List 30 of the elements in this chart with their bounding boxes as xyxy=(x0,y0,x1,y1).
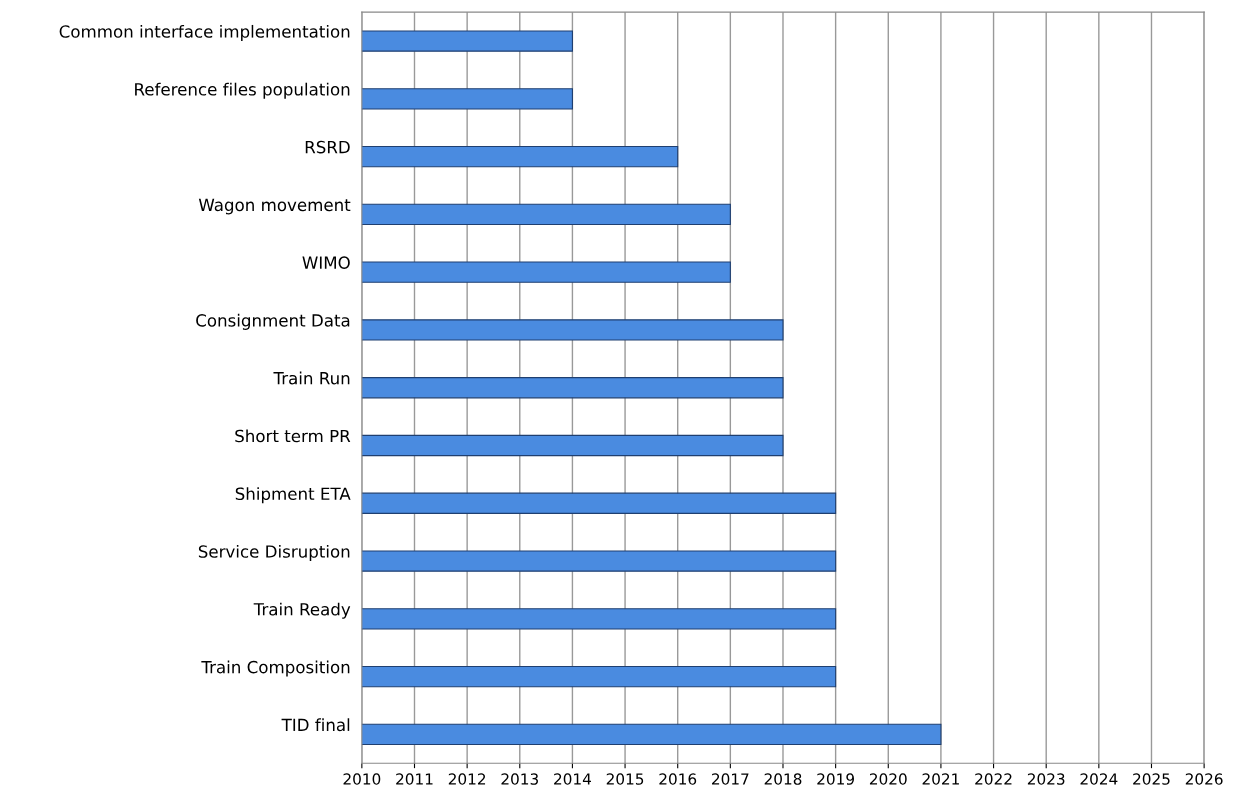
y-tick-label: Consignment Data xyxy=(196,313,350,330)
x-tick-label: 2023 xyxy=(1027,773,1065,785)
x-tick-label: 2020 xyxy=(869,773,907,785)
y-tick-label: Train Composition xyxy=(201,660,350,677)
x-tick-label: 2019 xyxy=(817,773,854,785)
x-tick-label: 2012 xyxy=(448,773,486,785)
x-tick-label: 2015 xyxy=(606,773,644,785)
y-tick-label: Train Ready xyxy=(253,602,351,619)
y-tick-label: Service Disruption xyxy=(198,544,350,562)
x-tick-label: 2026 xyxy=(1185,773,1223,785)
x-tick-label: 2022 xyxy=(975,773,1012,785)
y-tick-label: Shipment ETA xyxy=(235,487,351,504)
x-tick-label: 2017 xyxy=(712,773,749,785)
y-tick-label: Common interface implementation xyxy=(59,24,350,42)
x-tick-label: 2013 xyxy=(501,773,538,785)
x-tick-label: 2016 xyxy=(659,773,697,785)
x-tick-label: 2021 xyxy=(922,773,959,785)
y-tick-label: WIMO xyxy=(302,256,350,269)
x-tick-label: 2018 xyxy=(764,773,802,785)
x-tick-label: 2025 xyxy=(1133,773,1170,785)
y-tick-label: Short term PR xyxy=(235,429,351,443)
y-tick-label: Reference files population xyxy=(135,82,350,99)
x-tick-label: 2011 xyxy=(396,773,433,785)
y-tick-label: TID final xyxy=(281,718,350,732)
x-tick-label: 2024 xyxy=(1080,773,1118,785)
y-tick-label: Train Run xyxy=(273,371,350,385)
y-tick-label: RSRD xyxy=(305,140,350,154)
x-tick-label: 2010 xyxy=(343,773,381,785)
y-tick-label: Wagon movement xyxy=(198,198,351,215)
x-tick-label: 2014 xyxy=(554,773,592,785)
